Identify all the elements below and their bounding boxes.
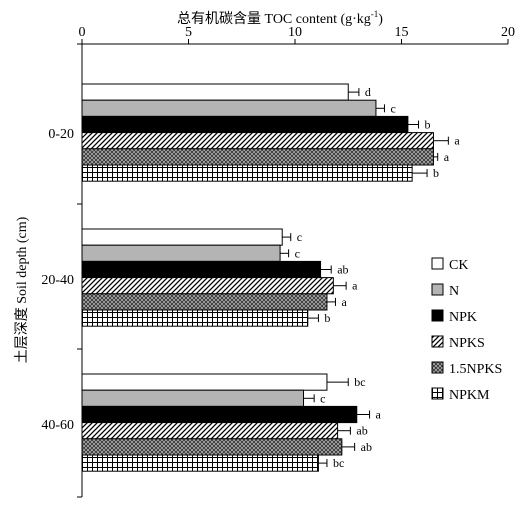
legend-label: 1.5NPKS: [449, 362, 502, 377]
x-axis-title: 总有机碳含量 TOC content (g·kg-1): [177, 9, 383, 27]
bar: [81, 228, 283, 246]
bar: [81, 99, 377, 117]
significance-label: c: [295, 246, 300, 260]
legend-label: CK: [449, 258, 468, 273]
y-category-label: 20-40: [41, 273, 74, 288]
legend-swatch: [431, 309, 444, 322]
x-axis-title-main: 总有机碳含量 TOC content (g·kg: [177, 11, 371, 27]
legend-swatch: [431, 283, 444, 296]
significance-label: ab: [361, 440, 372, 454]
significance-label: b: [433, 166, 439, 180]
bar: [81, 83, 349, 101]
bar: [81, 422, 339, 440]
significance-label: a: [454, 134, 460, 148]
legend-swatch: [431, 361, 444, 374]
significance-label: ab: [356, 424, 367, 438]
bar: [81, 277, 334, 295]
x-axis-title-sup: -1: [371, 9, 379, 19]
legend-swatch: [431, 257, 444, 270]
legend-label: N: [449, 284, 459, 299]
significance-label: d: [365, 85, 371, 99]
bar: [81, 405, 358, 424]
x-tick-label: 5: [185, 25, 192, 40]
bar: [81, 260, 322, 279]
significance-label: a: [341, 295, 347, 309]
legend-swatch: [431, 335, 444, 348]
x-tick-label: 0: [79, 25, 86, 40]
legend-label: NPK: [449, 310, 477, 325]
bar: [81, 115, 409, 134]
bar: [81, 373, 328, 391]
significance-label: a: [352, 279, 358, 293]
significance-label: bc: [354, 375, 365, 389]
bar: [81, 148, 434, 166]
bar: [81, 293, 328, 311]
bar: [81, 438, 343, 456]
x-tick-label: 20: [501, 25, 515, 40]
legend: CK N NPK NPKS 1.5NPKS NPKM: [431, 257, 502, 403]
bar: [81, 244, 281, 262]
x-tick-label: 15: [395, 25, 409, 40]
significance-label: c: [297, 230, 302, 244]
significance-label: c: [320, 391, 325, 405]
significance-label: c: [390, 101, 395, 115]
bar: [81, 454, 319, 472]
x-tick-label: 10: [288, 25, 302, 40]
legend-label: NPKM: [449, 388, 490, 403]
significance-label: a: [444, 150, 450, 164]
bar: [81, 132, 434, 150]
legend-swatch: [431, 387, 444, 400]
significance-label: b: [425, 118, 431, 132]
bar: [81, 309, 309, 327]
significance-label: a: [376, 408, 382, 422]
significance-label: ab: [337, 263, 348, 277]
bar: [81, 389, 305, 407]
legend-label: NPKS: [449, 336, 485, 351]
significance-label: b: [324, 311, 330, 325]
x-axis-title-suffix: ): [378, 12, 383, 27]
y-category-label: 0-20: [48, 127, 74, 142]
bar: [81, 164, 413, 182]
y-axis-title: 土层深度 Soil depth (cm): [14, 216, 30, 363]
significance-label: bc: [333, 456, 344, 470]
y-category-label: 40-60: [41, 418, 74, 433]
